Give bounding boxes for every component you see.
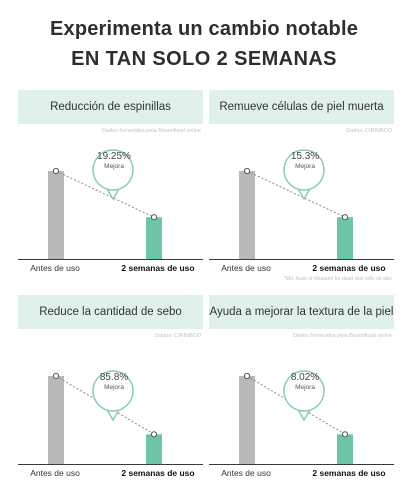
improvement-bubble: 19.25% Mejora <box>94 151 134 170</box>
headline-line-1: Experimenta un cambio notable <box>49 18 359 40</box>
before-label: Antes de uso <box>221 468 271 478</box>
chart-panel-blackheads: Reducción de espinillas Dados fornecidos… <box>18 90 203 280</box>
improvement-value: 85.8% <box>99 372 129 383</box>
before-label: Antes de uso <box>221 263 271 273</box>
after-label: 2 semanas de uso <box>121 263 195 273</box>
after-label: 2 semanas de uso <box>312 263 386 273</box>
improvement-label: Mejora <box>295 384 315 391</box>
panel-chart <box>48 149 162 259</box>
improvement-label: Mejora <box>104 384 124 391</box>
after-bar <box>337 217 353 259</box>
after-marker <box>150 431 158 438</box>
improvement-value: 15.3% <box>290 151 320 162</box>
before-bar <box>48 171 64 259</box>
panel-source: Dados: CIRINBCO <box>346 128 392 134</box>
panel-title: Reducción de espinillas <box>18 90 203 124</box>
panel-source: Dados: CIRINBCO <box>155 333 201 339</box>
x-axis-line <box>18 464 203 465</box>
x-axis-line <box>18 259 203 260</box>
improvement-bubble-shape <box>92 149 134 201</box>
before-bar <box>48 376 64 464</box>
after-marker <box>150 214 158 221</box>
before-marker <box>243 167 251 175</box>
panel-title: Ayuda a mejorar la textura de la piel <box>209 295 394 329</box>
panel-title: Reduce la cantidad de sebo <box>18 295 203 329</box>
before-marker <box>52 167 60 175</box>
after-bar <box>146 434 162 464</box>
improvement-value: 8.02% <box>290 372 320 383</box>
panel-source: Dados fornecidos pela Bioartificial onli… <box>101 128 201 134</box>
before-bar <box>239 376 255 464</box>
improvement-label: Mejora <box>104 163 124 170</box>
improvement-label: Mejora <box>295 163 315 170</box>
improvement-bubble-shape <box>283 149 325 201</box>
panel-title: Remueve células de piel muerta <box>209 90 394 124</box>
before-marker <box>243 372 251 380</box>
after-label: 2 semanas de uso <box>312 468 386 478</box>
improvement-bubble: 85.8% Mejora <box>94 372 134 391</box>
x-axis-line <box>209 464 394 465</box>
panel-source: Dados fornecidos pela Bioartificial onli… <box>292 333 392 339</box>
after-marker <box>341 214 349 221</box>
after-marker <box>341 431 349 438</box>
improvement-bubble-shape <box>92 370 134 422</box>
x-axis-line <box>209 259 394 260</box>
headline-line-2: EN TAN SOLO 2 SEMANAS <box>71 48 337 70</box>
improvement-bubble: 15.3% Mejora <box>285 151 325 170</box>
panel-chart <box>239 370 353 464</box>
after-bar <box>337 434 353 464</box>
before-marker <box>52 372 60 380</box>
chart-panel-sebum: Reduce la cantidad de sebo Dados: CIRINB… <box>18 295 203 485</box>
improvement-bubble-shape <box>283 370 325 422</box>
chart-panel-texture: Ayuda a mejorar la textura de la piel Da… <box>209 295 394 485</box>
chart-panel-dead-skin: Remueve células de piel muerta Dados: CI… <box>209 90 394 282</box>
before-label: Antes de uso <box>30 263 80 273</box>
after-bar <box>146 217 162 259</box>
before-bar <box>239 171 255 259</box>
panel-chart <box>239 149 353 259</box>
panel-chart <box>48 370 162 464</box>
before-label: Antes de uso <box>30 468 80 478</box>
panel-footnote: *Elo: Auxe of measure for dead skin cell… <box>283 276 392 282</box>
after-label: 2 semanas de uso <box>121 468 195 478</box>
improvement-bubble: 8.02% Mejora <box>285 372 325 391</box>
improvement-value: 19.25% <box>97 151 131 162</box>
